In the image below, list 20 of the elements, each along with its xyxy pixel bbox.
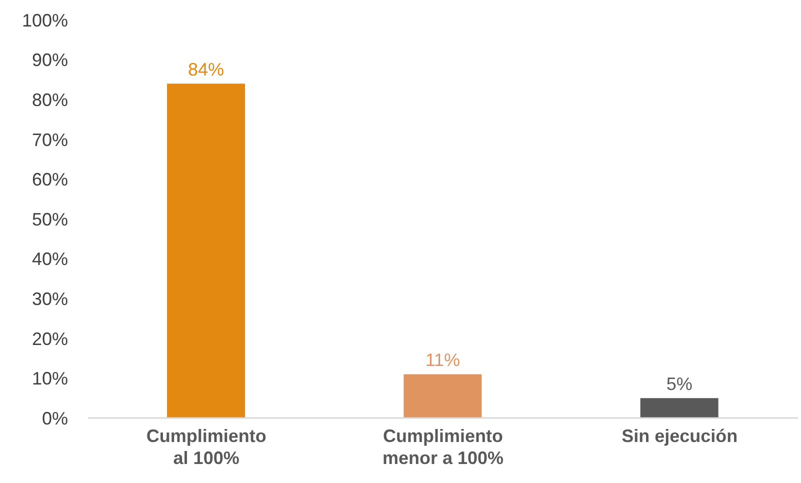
y-tick-label: 40% [32, 249, 68, 270]
x-tick-label: Sin ejecución [622, 426, 738, 446]
y-tick-label: 100% [22, 10, 68, 30]
y-tick-label: 70% [32, 130, 68, 150]
y-tick-label: 30% [32, 288, 68, 309]
y-tick-label: 20% [32, 328, 68, 349]
y-tick-label: 0% [42, 408, 68, 428]
x-tick-label: Cumplimiento menor a 100% [382, 426, 504, 468]
bar [404, 374, 482, 418]
y-tick-label: 60% [32, 170, 68, 190]
data-label: 5% [666, 374, 692, 394]
y-tick-label: 10% [32, 368, 68, 389]
y-tick-label: 90% [32, 50, 68, 70]
data-label: 11% [425, 350, 460, 370]
y-tick-label: 80% [32, 90, 68, 110]
x-tick-label: Cumplimiento al 100% [146, 426, 266, 468]
bar [640, 398, 718, 418]
data-label: 84% [188, 60, 224, 80]
bar [167, 84, 245, 418]
y-tick-label: 50% [32, 209, 68, 230]
